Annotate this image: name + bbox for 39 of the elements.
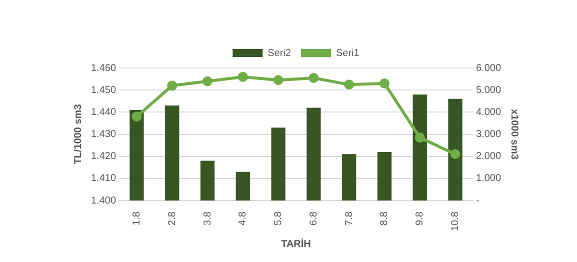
x-tick-label: 3.8 <box>202 211 214 226</box>
y2-tick-label: 3.000 <box>476 129 502 140</box>
y-tick-label: 1.400 <box>90 195 116 206</box>
x-tick-label: 10.8 <box>450 211 462 232</box>
y2-axis-title: x1000 sm3 <box>508 108 520 160</box>
x-tick-label: 2.8 <box>166 211 178 226</box>
point <box>344 80 354 90</box>
y2-tick-label: 4.000 <box>476 106 502 118</box>
y2-tick-label: 1.000 <box>476 173 502 184</box>
x-tick-label: 8.8 <box>379 211 390 226</box>
y-tick-label: 1.460 <box>90 62 116 74</box>
x-axis-title: TARİH <box>281 238 311 250</box>
point <box>308 72 319 83</box>
x-tick-label: 9.8 <box>414 211 426 226</box>
y-tick-label: 1.440 <box>90 106 116 118</box>
x-tick-label: 5.8 <box>273 211 284 226</box>
point <box>414 132 425 143</box>
y-axis-title: TL/1000 sm3 <box>72 104 84 164</box>
y-tick-label: 1.410 <box>90 173 116 184</box>
y2-tick-label: - <box>476 195 480 206</box>
point <box>132 112 142 122</box>
point <box>379 78 390 88</box>
point <box>450 149 460 160</box>
legend-label: Seri2 <box>268 48 292 59</box>
point <box>202 76 213 86</box>
x-tick-label: 6.8 <box>308 211 320 226</box>
y2-tick-label: 5.000 <box>476 84 502 96</box>
x-tick-label: 4.8 <box>238 211 249 226</box>
y-tick-label: 1.450 <box>90 84 116 96</box>
y-tick-label: 1.420 <box>90 151 116 162</box>
point <box>273 75 284 86</box>
point <box>238 72 248 82</box>
y2-tick-label: 2.000 <box>476 151 502 162</box>
x-tick-label: 1.8 <box>131 211 142 226</box>
y-tick-label: 1.430 <box>90 129 116 140</box>
x-tick-label: 7.8 <box>344 211 355 226</box>
y2-tick-label: 6.000 <box>476 62 502 74</box>
point <box>167 80 178 91</box>
legend-label: Seri1 <box>336 48 360 59</box>
